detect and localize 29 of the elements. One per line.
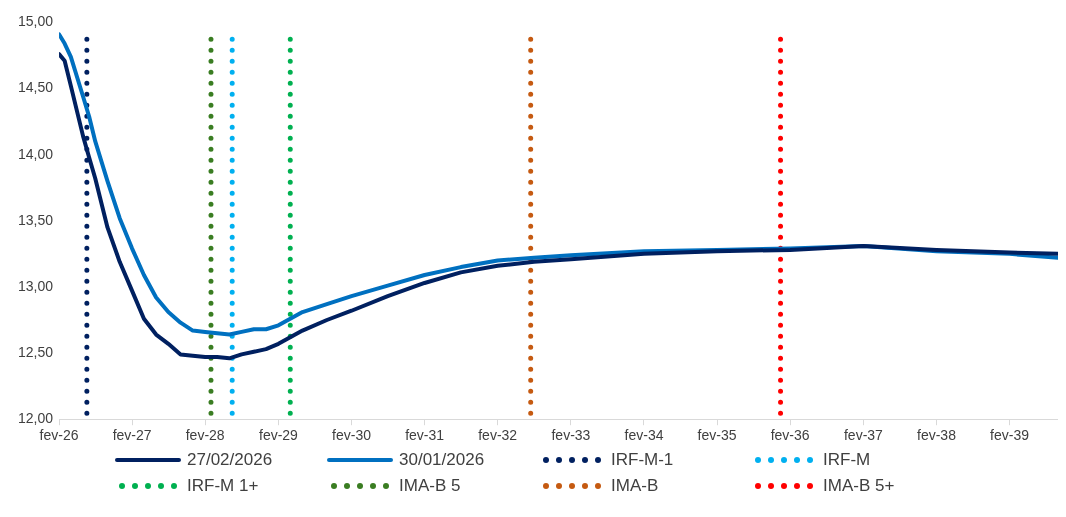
x-tick-label: fev-35 xyxy=(697,427,737,444)
legend-label: IRF-M 1+ xyxy=(187,476,259,496)
legend-label: IRF-M xyxy=(823,450,871,470)
x-tick-label: fev-34 xyxy=(624,427,664,444)
y-tick-label: 14,50 xyxy=(17,79,54,96)
x-tick-label: fev-39 xyxy=(990,427,1030,444)
x-tick-label: fev-29 xyxy=(258,427,299,444)
y-tick-label: 15,00 xyxy=(17,13,54,30)
legend-label: IMA-B 5 xyxy=(399,476,461,496)
legend-label: 30/01/2026 xyxy=(399,450,485,470)
x-tick-label: fev-36 xyxy=(770,427,810,444)
y-tick-label: 12,50 xyxy=(17,343,54,360)
y-tick-label: 13,00 xyxy=(17,277,54,294)
x-tick-label: fev-33 xyxy=(551,427,591,444)
x-tick-label: fev-32 xyxy=(478,427,518,444)
x-tick-label: fev-31 xyxy=(405,427,445,444)
legend-label: IMA-B xyxy=(611,476,659,496)
legend-label: IMA-B 5+ xyxy=(823,476,895,496)
y-tick-label: 12,00 xyxy=(17,410,54,427)
x-tick-label: fev-26 xyxy=(39,427,79,444)
x-tick-label: fev-37 xyxy=(843,427,884,444)
x-tick-label: fev-27 xyxy=(112,427,152,444)
x-tick-label: fev-38 xyxy=(917,427,957,444)
x-tick-label: fev-28 xyxy=(185,427,225,444)
legend-label: IRF-M-1 xyxy=(611,450,674,470)
x-tick-label: fev-30 xyxy=(332,427,372,444)
y-tick-label: 14,00 xyxy=(17,145,54,162)
legend-label: 27/02/2026 xyxy=(187,450,273,470)
y-tick-label: 13,50 xyxy=(17,211,54,228)
